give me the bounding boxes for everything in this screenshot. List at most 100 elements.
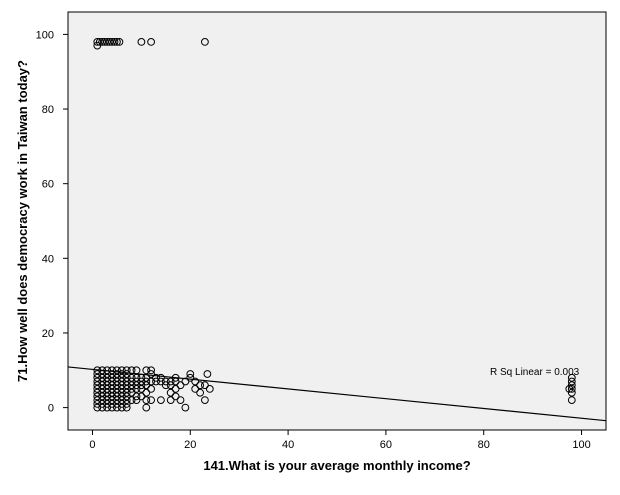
x-tick-label: 0: [89, 439, 95, 451]
data-point: [108, 366, 116, 375]
data-point: [103, 403, 111, 412]
data-point: [103, 392, 111, 401]
data-point: [117, 388, 126, 397]
data-point: [122, 373, 131, 382]
data-point: [108, 38, 116, 46]
r-squared-annotation: R Sq Linear = 0.003: [490, 367, 580, 378]
data-point: [157, 396, 165, 405]
data-point: [201, 396, 209, 405]
data-point: [166, 377, 175, 386]
data-point: [113, 377, 121, 386]
x-tick-label: 20: [184, 439, 196, 451]
data-point: [93, 385, 102, 393]
data-point: [117, 400, 126, 408]
data-point: [93, 388, 102, 397]
y-tick-label: 80: [42, 104, 54, 116]
data-point: [161, 377, 170, 386]
y-tick-label: 20: [42, 328, 54, 340]
data-point: [113, 403, 121, 412]
data-point: [93, 403, 102, 412]
data-point: [122, 403, 131, 412]
data-point: [105, 38, 114, 46]
data-point: [152, 377, 160, 386]
data-point: [108, 385, 116, 393]
data-point: [98, 385, 107, 393]
data-point: [108, 392, 116, 401]
data-point: [98, 38, 107, 46]
y-axis-title: 71.How well does democracy work in Taiwa…: [15, 60, 30, 382]
x-tick-label: 60: [380, 439, 392, 451]
data-points: [93, 38, 576, 412]
data-point: [132, 381, 141, 390]
data-point: [100, 38, 109, 46]
data-point: [113, 400, 121, 408]
data-point: [103, 381, 111, 390]
data-point: [108, 373, 116, 382]
data-point: [132, 392, 141, 401]
data-point: [108, 377, 116, 386]
data-point: [117, 370, 126, 378]
data-point: [132, 396, 141, 405]
data-point: [147, 38, 156, 46]
data-point: [137, 377, 146, 386]
data-point: [176, 396, 185, 405]
data-point: [147, 366, 156, 375]
data-point: [201, 381, 209, 390]
data-point: [98, 388, 107, 397]
data-point: [108, 381, 116, 390]
data-point: [171, 385, 180, 393]
y-tick-label: 60: [42, 179, 54, 191]
data-point: [113, 381, 121, 390]
data-point: [117, 377, 126, 386]
x-axis-ticks: 0 20 40 60 80 100: [89, 430, 591, 451]
data-point: [113, 385, 121, 393]
data-point: [93, 370, 102, 378]
data-point: [142, 388, 151, 397]
y-tick-label: 40: [42, 253, 54, 265]
data-point: [122, 370, 131, 378]
data-point: [196, 381, 205, 390]
data-point: [157, 377, 165, 386]
data-point: [113, 373, 121, 382]
data-point: [127, 385, 136, 393]
data-point: [203, 370, 212, 378]
data-point: [117, 403, 126, 412]
data-point: [108, 388, 116, 397]
data-point: [122, 392, 131, 401]
data-point: [142, 403, 151, 412]
data-point: [103, 396, 111, 405]
data-point: [196, 388, 205, 397]
data-point: [103, 400, 111, 408]
data-point: [132, 373, 141, 382]
data-point: [98, 400, 107, 408]
data-point: [93, 381, 102, 390]
data-point: [98, 373, 107, 382]
data-point: [98, 381, 107, 390]
data-point: [113, 38, 121, 46]
data-point: [108, 400, 116, 408]
data-point: [103, 388, 111, 397]
data-point: [127, 373, 136, 382]
data-point: [117, 385, 126, 393]
data-point: [108, 403, 116, 412]
data-point: [93, 396, 102, 405]
data-point: [147, 377, 156, 386]
data-point: [122, 377, 131, 386]
data-point: [186, 370, 195, 378]
data-point: [117, 373, 126, 382]
data-point: [157, 373, 165, 382]
data-point: [142, 396, 151, 405]
data-point: [137, 385, 146, 393]
data-point: [113, 392, 121, 401]
data-point: [137, 38, 146, 46]
data-point: [103, 377, 111, 386]
data-point: [191, 377, 200, 386]
data-point: [166, 396, 175, 405]
data-point: [122, 385, 131, 393]
data-point: [565, 385, 574, 393]
y-tick-label: 0: [48, 403, 54, 415]
data-point: [122, 366, 131, 375]
x-tick-label: 40: [282, 439, 294, 451]
data-point: [181, 403, 190, 412]
